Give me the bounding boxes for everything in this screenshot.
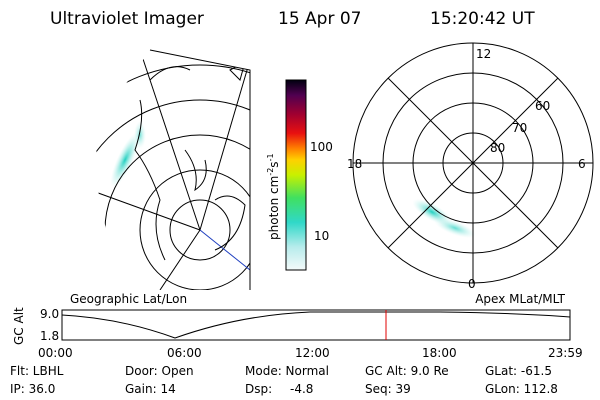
time-label: 00:00 [38, 346, 73, 360]
info: IP: 36.0 [10, 382, 55, 396]
altitude-curve [61, 311, 571, 339]
time-label: 23:59 [548, 346, 583, 360]
info: GC Alt: 9.0 Re [365, 364, 449, 378]
colorbar-tick: 100 [310, 140, 333, 154]
map-caption: Apex MLat/MLT [475, 292, 565, 306]
lat-label: 70 [512, 121, 527, 135]
exponent: -1 [266, 153, 275, 161]
lat-label: 60 [535, 99, 550, 113]
time: 15:20:42 UT [430, 9, 535, 29]
info: -4.8 [290, 382, 313, 396]
exponent: -2 [266, 168, 275, 176]
unit: photon cm [267, 176, 281, 240]
timeline-box [61, 309, 571, 341]
mlt-label: 12 [476, 47, 491, 61]
info: Dsp: [245, 382, 272, 396]
axis-label: GC Alt [12, 307, 26, 345]
colorbar-label: photon cm-2s-1 [266, 153, 281, 240]
info: Seq: 39 [365, 382, 411, 396]
time-label: 18:00 [422, 346, 457, 360]
geographic-map [96, 50, 250, 290]
info: Door: Open [125, 364, 194, 378]
colorbar-tick: 10 [314, 229, 329, 243]
mlt-label: 0 [468, 277, 476, 291]
unit: s [267, 161, 281, 167]
info: Flt: LBHL [10, 364, 64, 378]
colorbar [285, 79, 307, 271]
map-caption: Geographic Lat/Lon [70, 292, 187, 306]
info: GLon: 112.8 [485, 382, 558, 396]
info: GLat: -61.5 [485, 364, 552, 378]
title: Ultraviolet Imager [50, 9, 204, 29]
time-label: 06:00 [167, 346, 202, 360]
polar-plot: 12 6 0 18 60 70 80 [347, 42, 594, 291]
info: Mode: Normal [245, 364, 329, 378]
y-label: 1.8 [40, 329, 59, 343]
y-label: 9.0 [40, 307, 59, 321]
info: Gain: 14 [125, 382, 176, 396]
mlt-label: 18 [347, 157, 362, 171]
lat-label: 80 [490, 141, 505, 155]
time-label: 12:00 [295, 346, 330, 360]
date: 15 Apr 07 [278, 9, 361, 29]
mlt-label: 6 [578, 157, 586, 171]
